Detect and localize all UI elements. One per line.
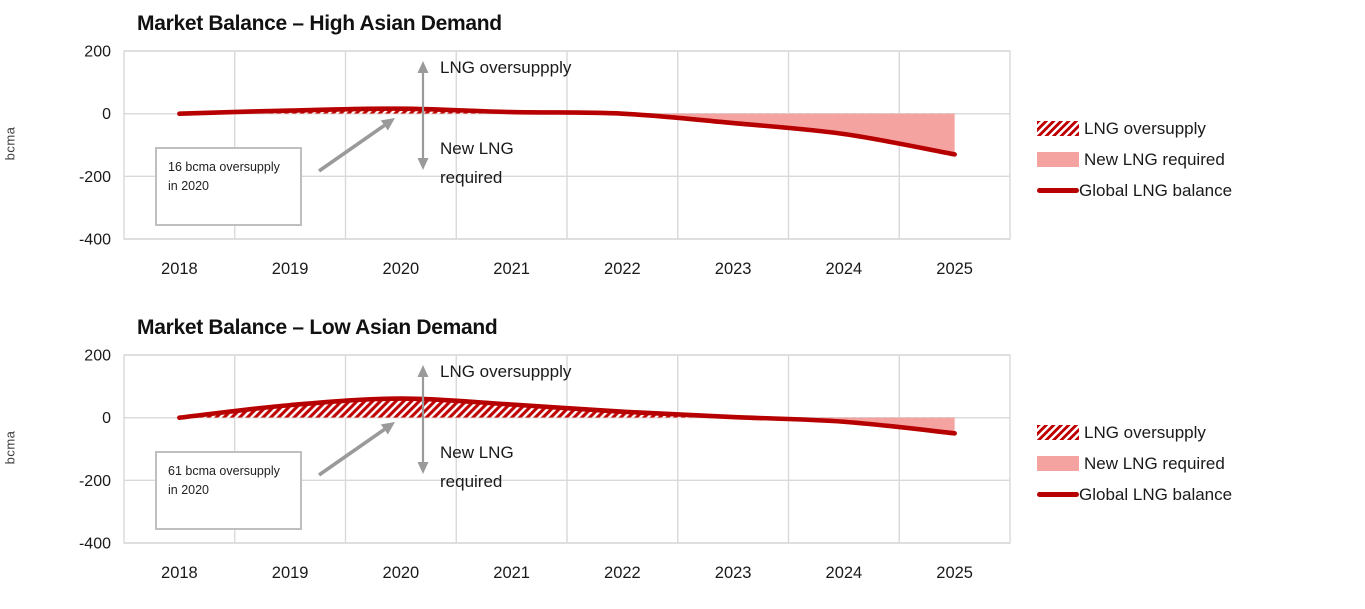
svg-text:2018: 2018 <box>161 260 198 278</box>
svg-text:2024: 2024 <box>826 564 863 582</box>
line-swatch-icon <box>1037 492 1079 497</box>
legend-item-oversupply: LNG oversupply <box>1037 417 1232 448</box>
svg-text:2019: 2019 <box>272 564 309 582</box>
hatched-swatch-icon <box>1037 425 1079 440</box>
svg-text:0: 0 <box>102 106 111 123</box>
line-swatch-icon <box>1037 188 1079 193</box>
pink-swatch-icon <box>1037 456 1079 471</box>
svg-text:2022: 2022 <box>604 260 641 278</box>
svg-text:2021: 2021 <box>493 260 530 278</box>
svg-text:2019: 2019 <box>272 260 309 278</box>
pink-swatch-icon <box>1037 152 1079 167</box>
plot-svg-high: 200 0 -200 -400 2018 2019 2020 2021 2022 2023 2024… <box>79 44 1011 278</box>
legend-item-oversupply: LNG oversupply <box>1037 113 1232 144</box>
callout-text: 16 bcma oversupply in 2020 <box>168 160 280 193</box>
new-lng-arrow-label: New LNG required <box>440 139 514 187</box>
svg-text:2021: 2021 <box>493 564 530 582</box>
svg-text:2023: 2023 <box>715 260 752 278</box>
svg-text:200: 200 <box>84 348 111 365</box>
legend-item-new-lng: New LNG required <box>1037 144 1232 175</box>
svg-text:2020: 2020 <box>383 260 420 278</box>
legend-item-balance: Global LNG balance <box>1037 175 1232 206</box>
legend: LNG oversupply New LNG required Global L… <box>1037 113 1232 206</box>
oversupply-arrow-label: LNG oversuppply <box>440 58 572 77</box>
oversupply-arrow-label: LNG oversuppply <box>440 362 572 381</box>
plot-svg-low: 200 0 -200 -400 2018 2019 2020 2021 2022 2023 2024… <box>79 348 1011 582</box>
legend-item-balance: Global LNG balance <box>1037 479 1232 510</box>
chart-title-high: Market Balance – High Asian Demand <box>137 12 502 35</box>
legend-label: Global LNG balance <box>1079 180 1233 200</box>
legend-label: New LNG required <box>1084 149 1225 169</box>
svg-text:2022: 2022 <box>604 564 641 582</box>
legend-label: LNG oversupply <box>1084 118 1206 138</box>
callout-text: 61 bcma oversupply in 2020 <box>168 464 280 497</box>
new-lng-arrow-label: New LNG required <box>440 443 514 491</box>
svg-text:0: 0 <box>102 410 111 427</box>
chart-title-low: Market Balance – Low Asian Demand <box>137 316 498 339</box>
legend-item-new-lng: New LNG required <box>1037 448 1232 479</box>
svg-text:2024: 2024 <box>826 260 863 278</box>
callout-box: 16 bcma oversupply in 2020 <box>155 147 302 226</box>
chart-high-asian-demand: Market Balance – High Asian Demand bcma … <box>0 0 1365 304</box>
svg-text:2025: 2025 <box>936 260 973 278</box>
svg-text:-200: -200 <box>79 473 111 490</box>
legend-label: Global LNG balance <box>1079 484 1233 504</box>
svg-text:2023: 2023 <box>715 564 752 582</box>
svg-text:2020: 2020 <box>383 564 420 582</box>
svg-text:2025: 2025 <box>936 564 973 582</box>
legend: LNG oversupply New LNG required Global L… <box>1037 417 1232 510</box>
svg-text:2018: 2018 <box>161 564 198 582</box>
svg-text:-400: -400 <box>79 232 111 249</box>
chart-low-asian-demand: Market Balance – Low Asian Demand bcma 2… <box>0 304 1365 609</box>
svg-text:-400: -400 <box>79 536 111 553</box>
callout-box: 61 bcma oversupply in 2020 <box>155 451 302 530</box>
hatched-swatch-icon <box>1037 121 1079 136</box>
svg-text:-200: -200 <box>79 169 111 186</box>
svg-text:200: 200 <box>84 44 111 61</box>
legend-label: New LNG required <box>1084 453 1225 473</box>
legend-label: LNG oversupply <box>1084 422 1206 442</box>
